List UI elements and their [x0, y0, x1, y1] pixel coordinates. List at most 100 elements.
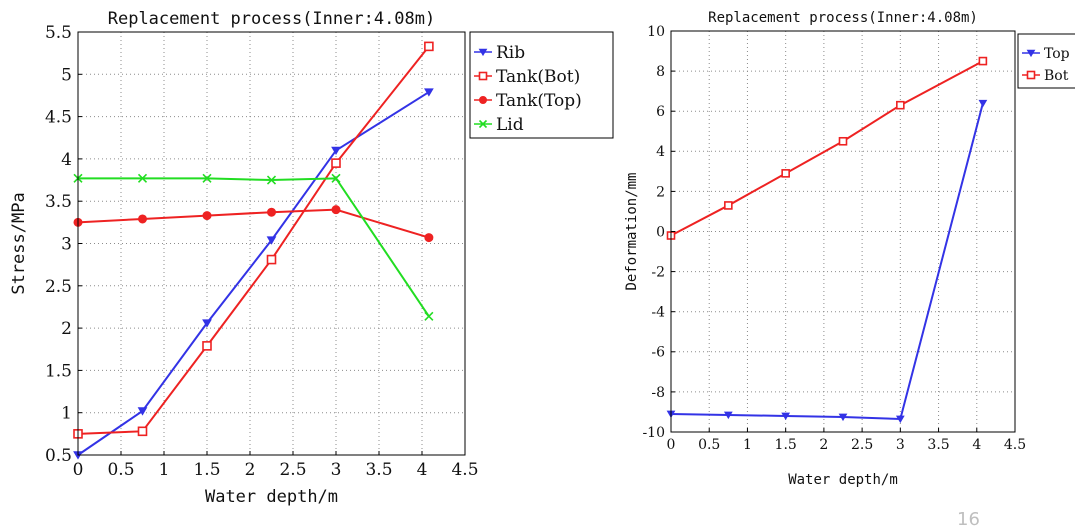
x-tick-label: 4.5 [451, 460, 478, 480]
legend-label: Rib [496, 43, 525, 63]
legend-label: Bot [1044, 68, 1069, 84]
x-tick-label: 2 [245, 460, 256, 480]
data-point [724, 201, 733, 210]
y-tick-label: 8 [656, 64, 665, 80]
legend-label: Lid [496, 115, 524, 135]
y-tick-label: -2 [651, 265, 665, 281]
series-tank-bot- [73, 41, 434, 439]
deformation-y-axis-label: Deformation/mm [624, 172, 640, 290]
legend-label: Top [1044, 46, 1070, 62]
y-tick-label: 6 [656, 104, 665, 120]
x-tick-label: 2.5 [851, 437, 873, 453]
stress-legend: Rib Tank(Bot) Tank(Top) Lid [469, 31, 614, 139]
data-point [424, 41, 434, 52]
data-point [781, 169, 790, 178]
x-tick-label: 0.5 [107, 460, 134, 480]
x-tick-label: 3.5 [365, 460, 392, 480]
legend-item: Rib [474, 43, 525, 63]
x-tick-label: 3.5 [927, 437, 949, 453]
data-point [137, 407, 148, 416]
data-point [137, 173, 148, 183]
series-line [78, 177, 430, 317]
legend-item: Tank(Top) [474, 91, 582, 111]
stress-x-axis-label: Water depth/m [205, 487, 338, 507]
data-point [978, 99, 988, 108]
y-tick-label: 1.5 [45, 361, 72, 381]
deformation-ticks: 0 0.5 1 1.5 2 2.5 3 3.5 4 4.5 -10 -8 -6 -4 -2 0 2 4 6 8 10 [642, 24, 1026, 453]
y-tick-label: 3 [61, 234, 72, 254]
stress-chart: 0 0.5 1 1.5 2 2.5 3 3.5 4 4.50.511.522.533.544.55… [9, 9, 614, 507]
x-tick-label: 0 [73, 460, 84, 480]
y-tick-label: -8 [651, 385, 665, 401]
data-point [202, 319, 212, 328]
legend-label: Tank(Bot) [496, 67, 580, 87]
y-tick-label: 4.5 [45, 108, 72, 128]
y-tick-label: 0.5 [45, 446, 72, 466]
data-point [202, 211, 212, 221]
legend-marker [478, 119, 488, 129]
x-tick-label: 4 [972, 437, 981, 453]
stress-chart-title: Replacement process(Inner:4.08m) [108, 9, 436, 29]
x-tick-label: 1 [159, 460, 170, 480]
x-tick-label: 0.5 [698, 437, 720, 453]
series-rib [73, 88, 434, 460]
x-tick-label: 0 [667, 437, 676, 453]
data-point [424, 311, 434, 321]
data-point [424, 233, 434, 243]
y-tick-label: 2 [61, 319, 72, 339]
x-tick-label: 2 [819, 437, 828, 453]
y-tick-label: 2 [656, 184, 665, 200]
y-tick-label: 10 [647, 24, 665, 40]
y-tick-label: 0 [656, 224, 665, 240]
data-point [331, 205, 341, 215]
data-point [331, 173, 341, 183]
legend-box [469, 31, 614, 139]
page-number: 16 [957, 509, 980, 530]
series-line [77, 91, 430, 456]
legend-label: Tank(Top) [496, 91, 582, 111]
data-point [781, 412, 791, 421]
series-line [670, 60, 984, 237]
series-tank-top- [73, 205, 434, 243]
data-point [895, 415, 905, 424]
legend-item: Tank(Bot) [474, 67, 580, 87]
series-line [77, 208, 430, 239]
deformation-legend: Top Bot [1017, 33, 1075, 89]
data-point [202, 173, 212, 183]
legend-marker [1026, 49, 1036, 58]
data-point [331, 146, 341, 156]
data-point [202, 341, 212, 351]
legend-item: Top [1022, 46, 1070, 62]
x-tick-label: 3 [331, 460, 342, 480]
legend-marker [1026, 70, 1036, 80]
x-tick-label: 1.5 [775, 437, 797, 453]
deformation-x-axis-label: Water depth/m [788, 472, 898, 488]
y-tick-label: -6 [651, 345, 665, 361]
y-tick-label: 5 [61, 65, 72, 85]
deformation-grid [671, 31, 1015, 432]
legend-item: Lid [474, 115, 524, 135]
stress-series [73, 41, 434, 460]
x-tick-label: 3 [896, 437, 905, 453]
stress-ticks: 0 0.5 1 1.5 2 2.5 3 3.5 4 4.50.511.522.533.544.55… [45, 23, 479, 480]
data-point [896, 100, 905, 110]
y-tick-label: 4 [61, 150, 72, 170]
data-point [424, 88, 434, 97]
legend-marker [478, 71, 488, 81]
y-tick-label: 1 [61, 404, 72, 424]
data-point [978, 56, 988, 66]
data-point [266, 175, 277, 185]
x-tick-label: 1 [743, 437, 752, 453]
x-tick-label: 1.5 [193, 460, 220, 480]
deformation-chart: 0 0.5 1 1.5 2 2.5 3 3.5 4 4.5 -10 -8 -6 -4 -2 0 2 4 6 8 10 R… [624, 10, 1075, 488]
series-line [670, 102, 984, 420]
y-tick-label: 2.5 [45, 277, 72, 297]
legend-item: Bot [1022, 68, 1069, 84]
data-point [266, 236, 277, 245]
data-point [137, 426, 148, 437]
stress-grid [78, 32, 465, 455]
y-tick-label: 4 [656, 144, 665, 160]
x-tick-label: 2.5 [279, 460, 306, 480]
data-point [838, 136, 848, 146]
series-bot [666, 56, 988, 240]
